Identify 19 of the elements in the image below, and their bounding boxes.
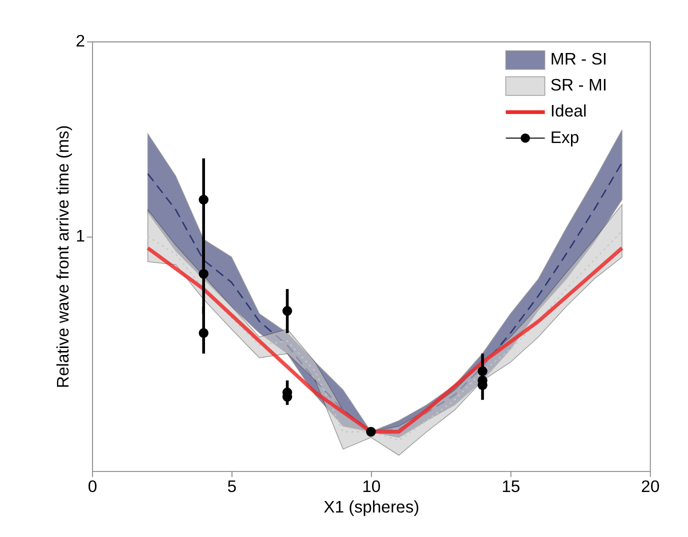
legend-label: MR - SI [550, 50, 608, 69]
point [198, 328, 208, 338]
point [366, 426, 376, 437]
y-axis-title: Relative wave front arrive time (ms) [53, 125, 72, 388]
x-tick-label: 10 [362, 476, 381, 496]
x-tick-label: 5 [227, 476, 237, 496]
y-tick-label: 2 [76, 32, 86, 51]
x-tick-label: 0 [88, 476, 98, 496]
point [478, 366, 488, 376]
point [198, 194, 208, 205]
legend-label: Ideal [550, 102, 587, 121]
point [198, 269, 208, 279]
legend-label: Exp [550, 128, 580, 147]
x-axis-title: X1 (spheres) [324, 497, 420, 516]
x-tick-label: 20 [641, 476, 660, 496]
point [282, 306, 292, 316]
legend-label: SR - MI [550, 76, 608, 95]
x-tick-label: 15 [502, 476, 520, 496]
y-tick-label: 1 [76, 226, 86, 246]
